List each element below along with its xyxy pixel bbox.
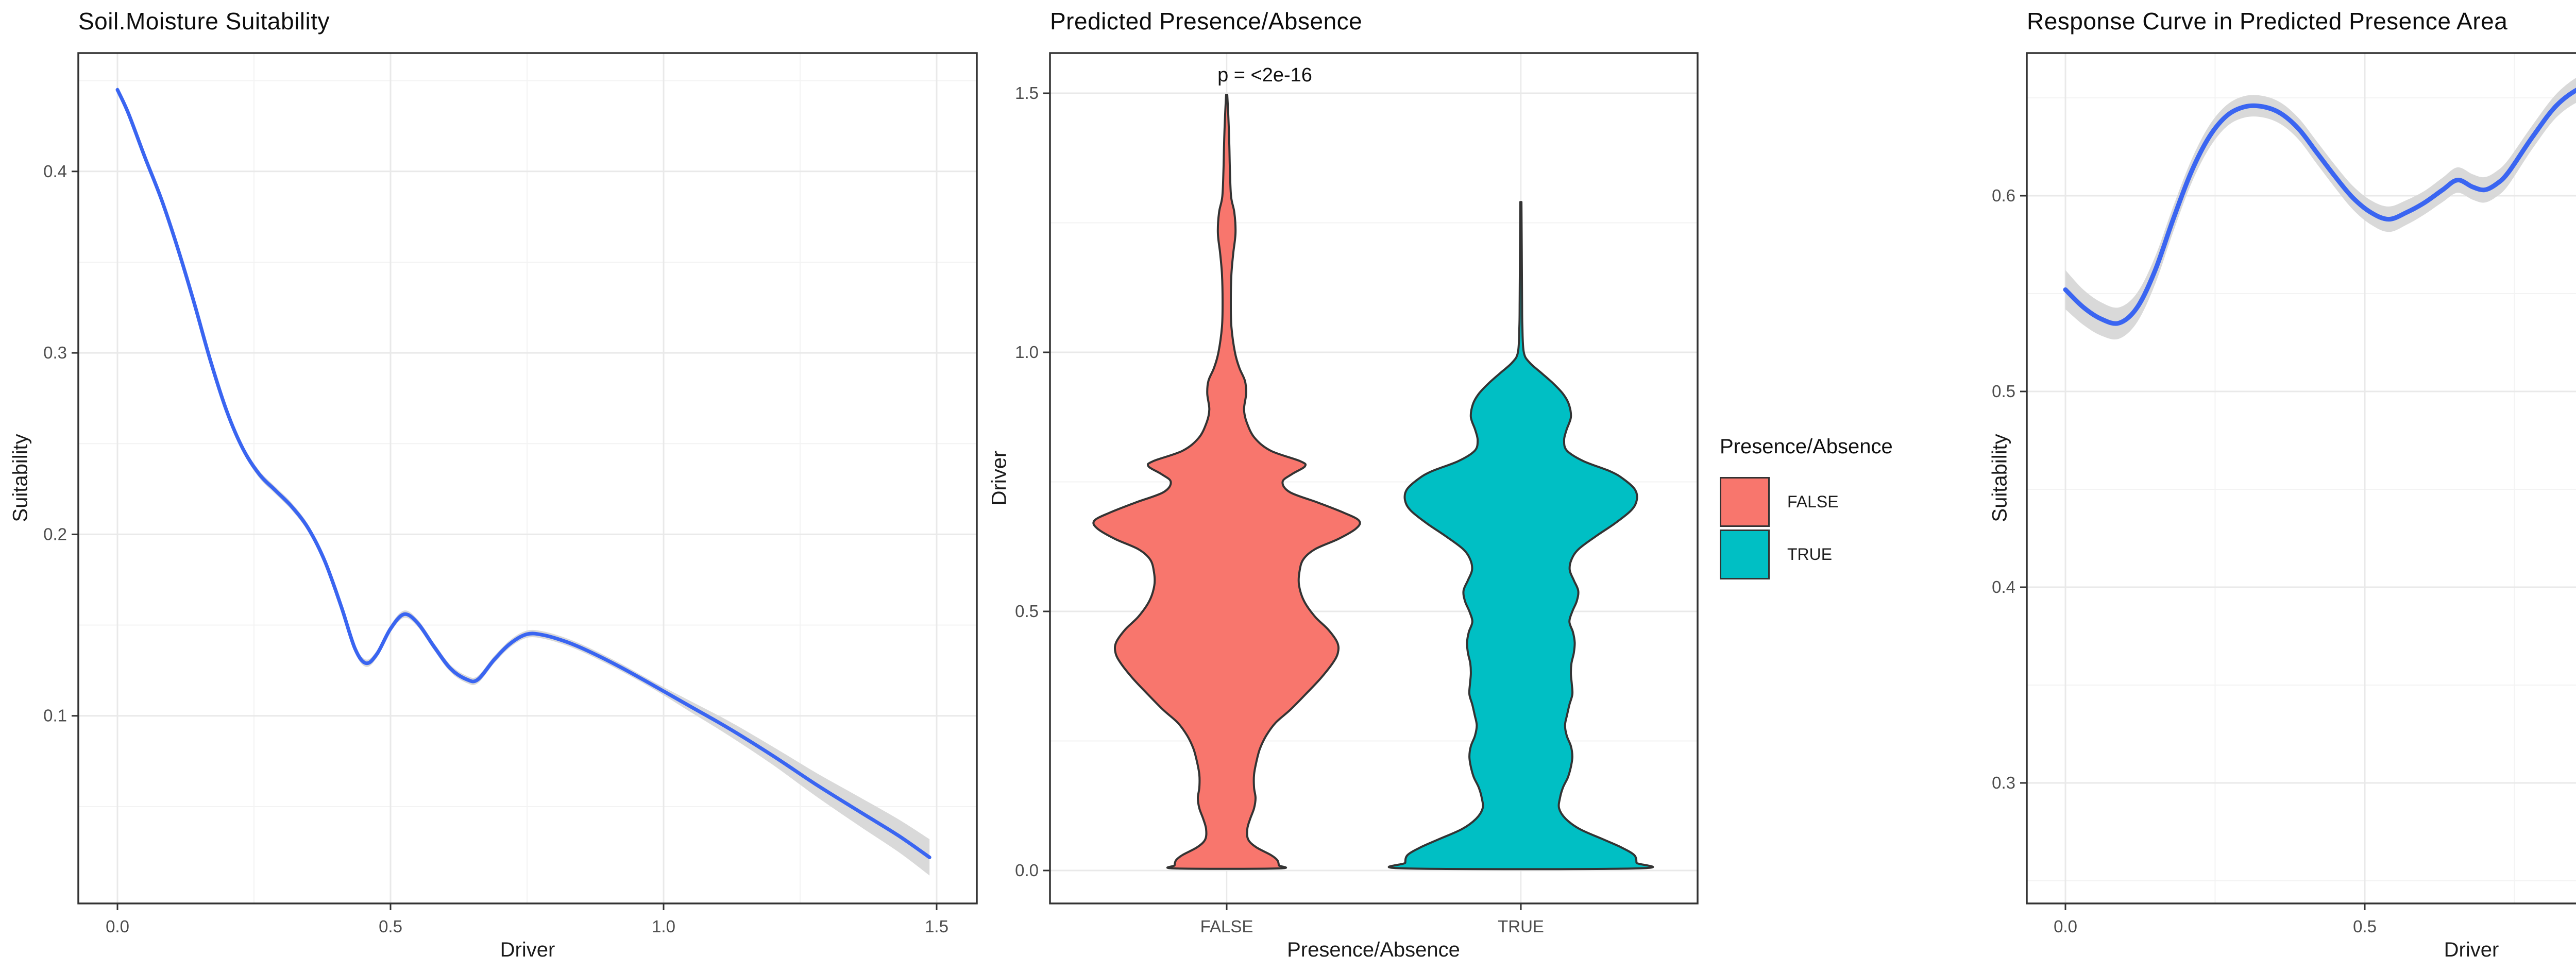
svg-text:0.4: 0.4 xyxy=(43,162,67,181)
svg-text:0.0: 0.0 xyxy=(2054,917,2077,936)
x-axis-title: Driver xyxy=(2444,938,2499,961)
svg-text:0.5: 0.5 xyxy=(1015,602,1039,621)
svg-text:0.5: 0.5 xyxy=(1992,382,2015,401)
legend-swatch-true xyxy=(1720,530,1770,579)
svg-text:0.0: 0.0 xyxy=(106,917,129,936)
x-axis-title: Driver xyxy=(500,938,555,961)
panel-response-curve: 0.00.51.00.30.40.50.6 Response Curve in … xyxy=(1984,0,2576,973)
svg-text:0.6: 0.6 xyxy=(1992,186,2015,205)
y-axis-title: Driver xyxy=(988,450,1011,506)
svg-text:1.0: 1.0 xyxy=(652,917,675,936)
legend-item-false: FALSE xyxy=(1720,477,1967,527)
p-value-annotation: p = <2e-16 xyxy=(1217,64,1312,86)
svg-text:0.5: 0.5 xyxy=(2353,917,2377,936)
svg-text:0.4: 0.4 xyxy=(1992,577,2015,596)
svg-text:0.2: 0.2 xyxy=(43,524,67,543)
legend: Presence/Absence FALSE TRUE xyxy=(1720,435,1967,582)
svg-text:0.1: 0.1 xyxy=(43,706,67,725)
y-axis-title: Suitability xyxy=(9,434,32,522)
svg-text:0.5: 0.5 xyxy=(379,917,402,936)
svg-text:TRUE: TRUE xyxy=(1498,917,1544,936)
legend-item-true: TRUE xyxy=(1720,530,1967,579)
legend-label: TRUE xyxy=(1787,545,1833,564)
violin-plot: FALSE TRUE 0.0 0.5 1.0 1.5 p = <2e-16 xyxy=(1015,52,1699,936)
response-curve-plot: 0.00.51.00.30.40.50.6 xyxy=(1992,52,2576,936)
svg-text:FALSE: FALSE xyxy=(1200,917,1253,936)
legend-label: FALSE xyxy=(1787,492,1839,511)
svg-text:0.0: 0.0 xyxy=(1015,861,1039,880)
page-title: Soil.Moisture Suitability xyxy=(78,8,330,35)
svg-text:0.3: 0.3 xyxy=(43,343,67,362)
svg-text:1.5: 1.5 xyxy=(1015,83,1039,103)
legend-swatch-false xyxy=(1720,477,1770,527)
legend-title: Presence/Absence xyxy=(1720,435,1893,458)
panel-soil-moisture-suitability: 0.0 0.5 1.0 1.5 0.1 0.2 0.3 0.4 Soil.Moisture S… xyxy=(0,0,979,973)
panel-predicted-presence-absence: FALSE TRUE 0.0 0.5 1.0 1.5 p = <2e-16 Predicte… xyxy=(979,0,1984,973)
y-axis-title: Suitability xyxy=(1988,434,2011,522)
x-axis-title: Presence/Absence xyxy=(1287,938,1460,961)
svg-text:0.3: 0.3 xyxy=(1992,773,2015,792)
svg-text:1.5: 1.5 xyxy=(925,917,948,936)
panel-title: Predicted Presence/Absence xyxy=(1050,8,1363,35)
soil-moisture-plot: 0.0 0.5 1.0 1.5 0.1 0.2 0.3 0.4 xyxy=(43,52,978,936)
panel-title: Response Curve in Predicted Presence Are… xyxy=(2027,8,2508,35)
svg-text:1.0: 1.0 xyxy=(1015,343,1039,362)
